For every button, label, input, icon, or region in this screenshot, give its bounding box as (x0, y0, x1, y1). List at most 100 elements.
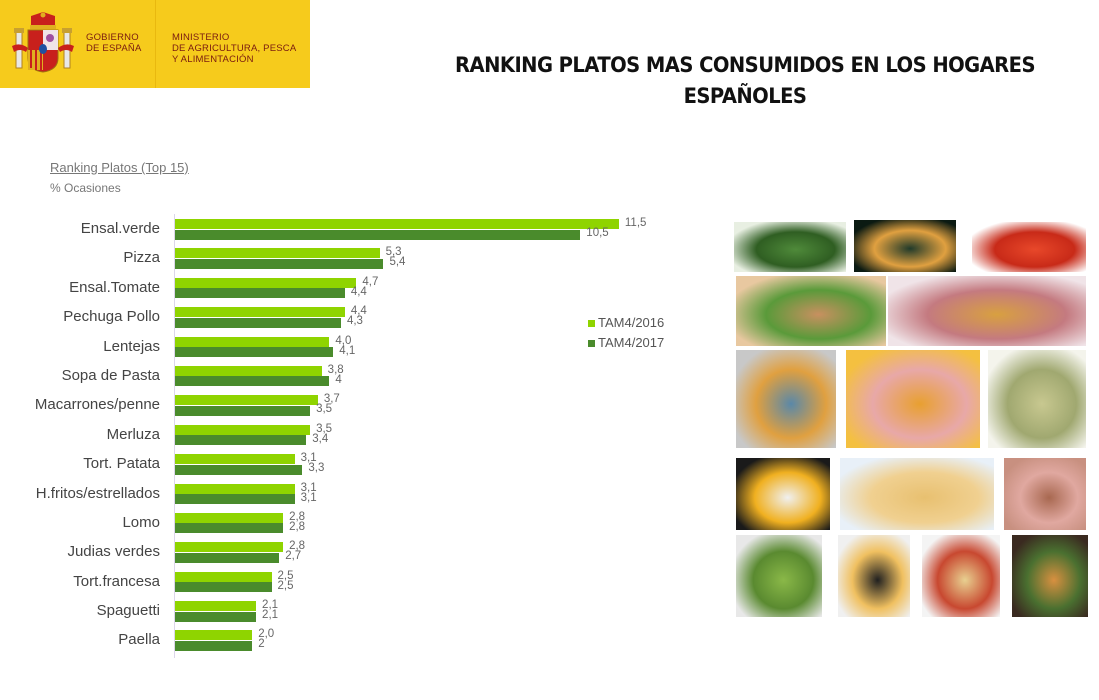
bar-tam4-2017[interactable] (175, 435, 307, 446)
chart-title[interactable]: Ranking Platos (Top 15) (50, 160, 189, 175)
data-label: 11,5 (624, 217, 647, 229)
legend-item-2017: TAM4/2017 (588, 333, 664, 353)
category-label: Macarrones/penne (34, 396, 160, 414)
category-label: Ensal.verde (80, 220, 160, 237)
data-label: 4,0 (335, 334, 352, 347)
spain-coat-of-arms-icon (12, 12, 74, 73)
category-label: Paella (118, 631, 160, 649)
chart-row: Ensal.verde 11,5 10,5 (0, 215, 720, 244)
food-photo-collage (734, 220, 1088, 620)
bar-tam4-2016[interactable] (175, 512, 284, 523)
bar-tam4-2016[interactable] (175, 307, 345, 318)
data-label: 3,3 (308, 462, 325, 475)
chart-row: Lentejas 4,0 4,1 (0, 333, 720, 362)
bar-tam4-2016[interactable] (175, 395, 318, 406)
gobierno-de-espana-text: GOBIERNO DE ESPAÑA (86, 32, 141, 54)
bar-tam4-2017[interactable] (175, 494, 295, 505)
legend-swatch-2017 (588, 339, 595, 347)
data-label: 4 (335, 373, 342, 386)
bar-tam4-2017[interactable] (175, 317, 341, 328)
data-label: 5,4 (389, 256, 406, 269)
bar-tam4-2017[interactable] (175, 611, 257, 622)
bar-chart: Ensal.verde 11,5 10,5 Pizza 5,3 5,4 Ensal.Toma… (0, 215, 720, 656)
bar-tam4-2016[interactable] (175, 571, 272, 582)
ministerio-line-2: DE AGRICULTURA, PESCA (172, 43, 297, 54)
bar-tam4-2017[interactable] (175, 640, 253, 651)
bar-tam4-2016[interactable] (175, 336, 330, 347)
bar-tam4-2016[interactable] (175, 219, 619, 229)
data-label: 2,5 (277, 569, 294, 582)
bar-tam4-2016[interactable] (175, 365, 322, 376)
bar-tam4-2017[interactable] (175, 582, 272, 593)
chart-row: H.fritos/estrellados 3,1 3,1 (0, 480, 720, 509)
category-label: Merluza (106, 425, 160, 443)
bar-tam4-2016[interactable] (175, 248, 380, 259)
category-label: Ensal.Tomate (69, 278, 160, 296)
soup-photo (888, 276, 1086, 346)
data-label: 2 (258, 638, 265, 651)
bar-tam4-2016[interactable] (175, 630, 253, 641)
data-label: 3,5 (316, 422, 333, 435)
bar-tam4-2017[interactable] (175, 405, 311, 416)
government-header-band: GOBIERNO DE ESPAÑA MINISTERIO DE AGRICUL… (0, 0, 310, 88)
chart-legend: TAM4/2016 TAM4/2017 (588, 313, 664, 353)
bar-tam4-2017[interactable] (175, 523, 284, 534)
legend-swatch-2016 (588, 319, 595, 327)
bar-tam4-2016[interactable] (175, 483, 295, 494)
bar-tam4-2016[interactable] (175, 277, 357, 288)
paella-photo (1012, 535, 1088, 617)
category-label: Lentejas (103, 337, 160, 355)
category-label: Tort.francesa (73, 572, 160, 590)
category-label: Pizza (123, 249, 160, 267)
bar-tam4-2017[interactable] (175, 347, 334, 358)
tomato-salad-photo (972, 222, 1086, 272)
data-label: 4,7 (362, 275, 379, 288)
bar-tam4-2017[interactable] (175, 258, 384, 269)
chart-row: Pechuga Pollo 4,4 4,3 (0, 303, 720, 332)
bar-tam4-2017[interactable] (175, 464, 303, 475)
data-label: 4,4 (350, 305, 367, 318)
data-label: 3,1 (300, 491, 317, 504)
data-label: 4,4 (350, 285, 367, 298)
data-label: 10,5 (586, 227, 609, 239)
data-label: 2,8 (289, 520, 306, 533)
chicken-breast-photo (736, 276, 886, 346)
data-label: 3,1 (300, 481, 317, 494)
chart-subtitle: % Ocasiones (50, 181, 121, 195)
potato-omelette-photo (840, 458, 994, 530)
chart-row: Tort. Patata 3,1 3,3 (0, 450, 720, 479)
data-label: 3,5 (316, 403, 333, 416)
category-label: Judias verdes (67, 543, 160, 561)
gobierno-line-1: GOBIERNO (86, 32, 139, 43)
category-label: Spaguetti (96, 602, 160, 620)
gobierno-line-2: DE ESPAÑA (86, 43, 142, 54)
data-label: 2,7 (285, 550, 302, 563)
bar-tam4-2016[interactable] (175, 424, 311, 435)
fried-eggs-photo (736, 458, 830, 530)
bar-tam4-2017[interactable] (175, 376, 330, 387)
data-label: 3,4 (312, 432, 329, 445)
ministerio-text: MINISTERIO DE AGRICULTURA, PESCA Y ALIME… (172, 32, 296, 65)
chart-row: Paella 2,0 2 (0, 626, 720, 655)
bar-tam4-2017[interactable] (175, 288, 345, 299)
category-label: Tort. Patata (83, 455, 160, 473)
bar-tam4-2016[interactable] (175, 601, 257, 612)
lentils-photo (736, 350, 836, 448)
bar-tam4-2016[interactable] (175, 454, 295, 465)
data-label: 4,1 (339, 344, 356, 357)
category-label: Sopa de Pasta (61, 366, 160, 384)
header-divider (155, 0, 156, 88)
pork-loin-photo (1004, 458, 1086, 530)
data-label: 2,5 (277, 579, 294, 592)
bar-tam4-2016[interactable] (175, 542, 284, 553)
data-label: 2,8 (289, 510, 306, 523)
data-label: 2,1 (262, 609, 279, 622)
ministerio-line-1: MINISTERIO (172, 32, 230, 43)
data-label: 3,1 (300, 452, 317, 465)
green-beans-photo (736, 535, 822, 617)
bar-tam4-2017[interactable] (175, 552, 280, 563)
data-label: 4,3 (346, 315, 363, 328)
chart-row: Tort.francesa 2,5 2,5 (0, 568, 720, 597)
data-label: 3,7 (323, 393, 340, 406)
bar-tam4-2017[interactable] (175, 229, 581, 240)
